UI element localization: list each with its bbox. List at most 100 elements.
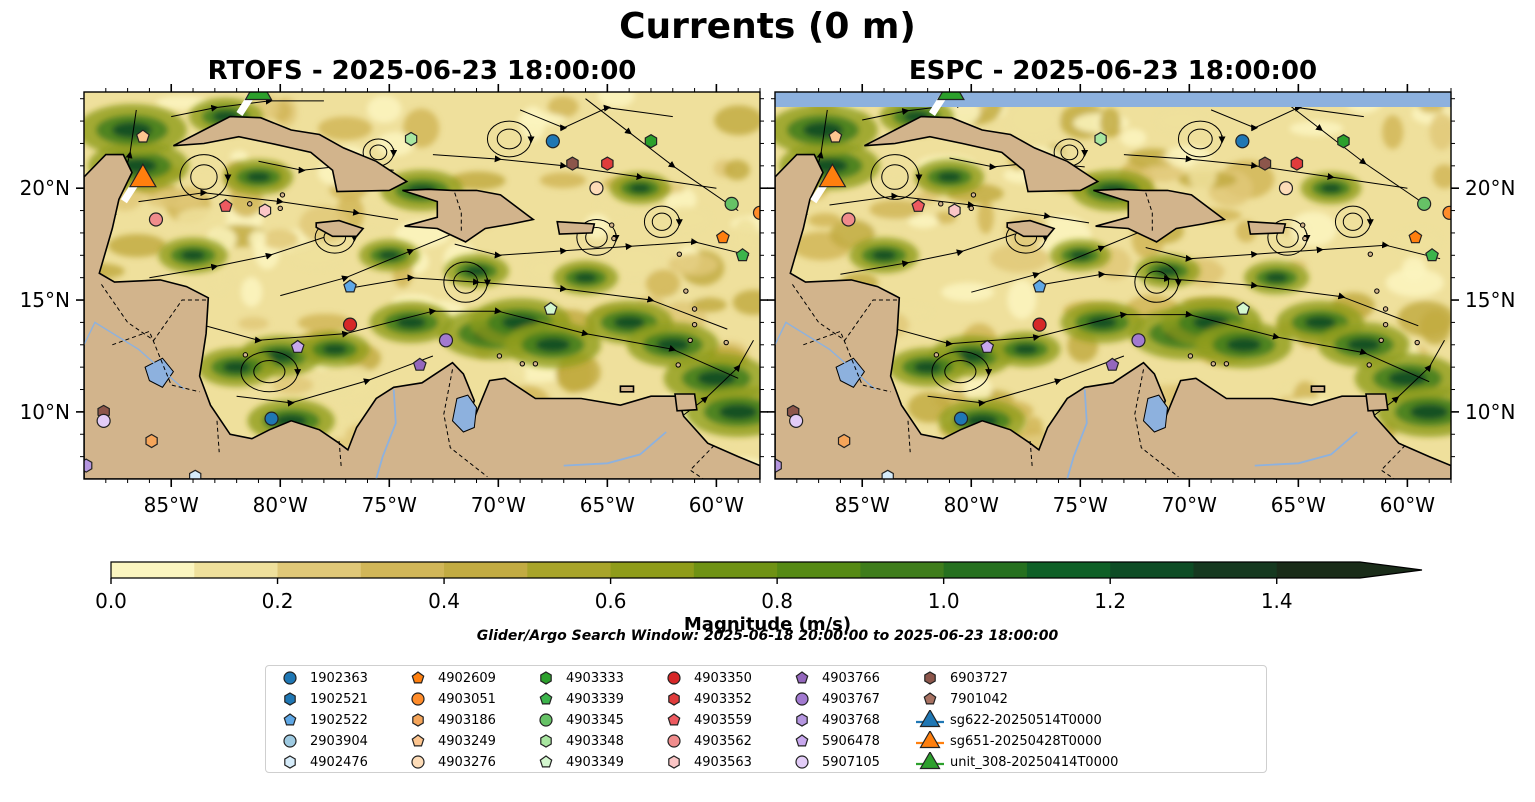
lat-tick-label: 15°N xyxy=(1465,288,1515,312)
marker-4903559 xyxy=(911,198,926,212)
legend-item: 4903333 xyxy=(532,668,624,688)
legend-label: 7901042 xyxy=(950,691,1008,707)
colorbar-tick-label: 0.8 xyxy=(761,589,793,613)
colorbar-segment xyxy=(111,562,195,578)
marker-4903348 xyxy=(404,131,418,147)
legend-item: 4903276 xyxy=(404,752,496,772)
marker-1902363 xyxy=(264,411,279,426)
legend-hexagon-icon xyxy=(540,734,552,748)
lon-tick-label: 80°W xyxy=(944,493,999,517)
marker-1902363 xyxy=(953,411,969,426)
panel-title-rtofs: RTOFS - 2025-06-23 18:00:00 xyxy=(207,56,637,86)
marker-1902363 xyxy=(545,134,560,149)
legend-marker xyxy=(539,755,553,768)
legend-marker xyxy=(284,692,296,706)
marker-6903727 xyxy=(566,156,579,171)
colorbar-segment xyxy=(194,562,279,578)
legend-label: 4903768 xyxy=(822,712,880,728)
legend-marker xyxy=(668,755,680,769)
legend-label: 4903345 xyxy=(566,712,624,728)
lon-tick-label: 70°W xyxy=(471,493,526,517)
legend-label: 4902476 xyxy=(310,754,368,770)
legend-item: 1902521 xyxy=(276,689,368,709)
float-markers xyxy=(775,92,1451,479)
legend-label: 5907105 xyxy=(822,754,880,770)
legend-hexagon-icon xyxy=(924,671,936,685)
marker-4903766 xyxy=(412,357,427,371)
figure-title: Currents (0 m) xyxy=(619,6,916,47)
legend-hexagon-icon xyxy=(412,713,424,727)
legend-label: 4903186 xyxy=(438,712,496,728)
marker-5907105 xyxy=(96,413,111,428)
legend-hexagon-icon xyxy=(284,755,296,769)
lat-tick-label: 10°N xyxy=(1465,400,1515,424)
colorbar-segment xyxy=(1276,562,1361,578)
legend-item: 4903562 xyxy=(660,731,752,751)
marker-4903333 xyxy=(1337,134,1350,149)
legend-label: 4903339 xyxy=(566,691,624,707)
legend-marker xyxy=(540,734,552,748)
lon-tick-label: 60°W xyxy=(689,493,744,517)
marker-4903562 xyxy=(148,212,164,227)
marker-4903051 xyxy=(1442,205,1451,220)
legend-item: 1902363 xyxy=(276,668,368,688)
legend-marker xyxy=(411,671,425,684)
borders xyxy=(791,192,1406,479)
marker-unit_308-20250414T0000 xyxy=(244,92,273,101)
marker-4903352 xyxy=(601,156,614,171)
legend-label: 1902521 xyxy=(310,691,368,707)
legend-label: 4903333 xyxy=(566,670,624,686)
legend-item: 4902609 xyxy=(404,668,496,688)
legend-marker xyxy=(923,692,937,705)
legend-label: 4903767 xyxy=(822,691,880,707)
colorbar-tick-label: 1.0 xyxy=(928,589,960,613)
legend-circle-icon xyxy=(795,755,809,769)
legend-label: sg622-20250514T0000 xyxy=(950,712,1102,728)
legend-pentagon-icon xyxy=(411,671,425,684)
marker-4903768 xyxy=(84,458,93,473)
colorbar-extend-arrow xyxy=(1360,562,1422,578)
marker-4903249 xyxy=(135,129,150,143)
marker-4903563 xyxy=(258,203,272,218)
legend-item: 2903904 xyxy=(276,731,368,751)
legend-item: 4903766 xyxy=(788,668,880,688)
colorbar-segment xyxy=(527,562,612,578)
legend-marker xyxy=(284,755,296,769)
colorbar-segment xyxy=(444,562,528,578)
lon-tick-label: 75°W xyxy=(362,493,417,517)
legend-marker xyxy=(924,671,936,685)
marker-4903051 xyxy=(752,205,760,220)
legend-marker xyxy=(667,713,681,726)
search-window-note: Glider/Argo Search Window: 2025-06-18 20… xyxy=(476,628,1059,644)
legend-circle-icon xyxy=(795,692,809,706)
legend-label: 4903563 xyxy=(694,754,752,770)
legend-label: unit_308-20250414T0000 xyxy=(950,754,1119,770)
marker-4902609 xyxy=(715,230,730,244)
legend-item: 4902476 xyxy=(276,752,368,772)
legend-hexagon-icon xyxy=(540,671,552,685)
marker-4903563 xyxy=(948,203,961,218)
marker-4903349 xyxy=(543,301,558,315)
marker-4902476 xyxy=(189,469,202,479)
marker-4903767 xyxy=(438,333,454,348)
legend-item: 4903352 xyxy=(660,689,752,709)
legend-marker xyxy=(539,713,553,727)
legend-label: 1902522 xyxy=(310,712,368,728)
legend-label: 4903350 xyxy=(694,670,752,686)
legend-marker xyxy=(411,692,425,706)
legend-item: 4903563 xyxy=(660,752,752,772)
map-panel-espc: 85°W 80°W 75°W 70°W 65°W 60°W 10°N 15°N 20°N xyxy=(767,84,1515,517)
legend-item: sg651-20250428T0000 xyxy=(916,731,1102,751)
marker-4903348 xyxy=(1094,131,1107,147)
marker-4903345 xyxy=(724,196,739,211)
colorbar-label: Magnitude (m/s) xyxy=(683,614,852,635)
marker-4903333 xyxy=(644,134,658,149)
legend-label: 4903276 xyxy=(438,754,496,770)
colorbar-tick-label: 0.6 xyxy=(595,589,627,613)
marker-sg651-20250428T0000 xyxy=(128,163,157,188)
legend-item: 4903345 xyxy=(532,710,624,730)
colorbar-segment xyxy=(860,562,945,578)
legend-marker xyxy=(283,734,297,748)
legend-label: 4903249 xyxy=(438,733,496,749)
legend-marker xyxy=(796,713,808,727)
